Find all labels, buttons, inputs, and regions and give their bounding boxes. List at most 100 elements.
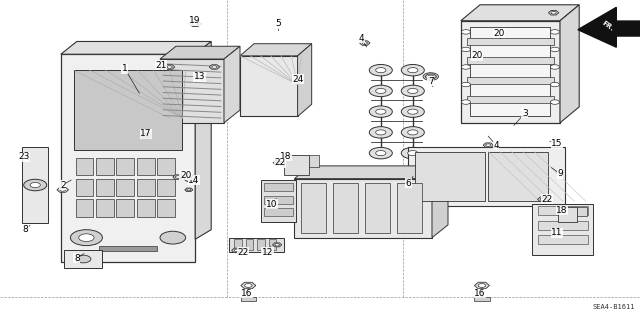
- Text: 10: 10: [266, 200, 278, 209]
- Text: 23: 23: [19, 152, 30, 161]
- Polygon shape: [57, 187, 68, 192]
- Text: 21: 21: [156, 61, 167, 70]
- Circle shape: [401, 85, 424, 97]
- Bar: [284, 155, 309, 175]
- Circle shape: [551, 11, 556, 14]
- Text: 16: 16: [241, 289, 252, 298]
- Text: 18: 18: [556, 206, 568, 215]
- Bar: [240, 56, 298, 116]
- Circle shape: [428, 75, 434, 78]
- Circle shape: [423, 73, 438, 80]
- Polygon shape: [360, 41, 370, 45]
- Polygon shape: [432, 166, 448, 238]
- Text: FR.: FR.: [601, 20, 615, 33]
- Circle shape: [362, 42, 367, 44]
- Circle shape: [143, 134, 148, 137]
- Bar: [577, 207, 587, 216]
- Circle shape: [550, 47, 559, 52]
- Circle shape: [30, 182, 40, 188]
- Circle shape: [401, 147, 424, 159]
- Bar: [538, 206, 588, 215]
- Bar: [470, 27, 550, 116]
- Bar: [301, 183, 326, 233]
- Text: 7: 7: [428, 77, 433, 86]
- Bar: [269, 239, 276, 250]
- Bar: [157, 158, 175, 175]
- Circle shape: [461, 82, 470, 87]
- Bar: [96, 158, 114, 175]
- Text: 12: 12: [262, 248, 273, 256]
- Circle shape: [212, 66, 217, 68]
- Circle shape: [401, 64, 424, 76]
- Polygon shape: [425, 74, 436, 79]
- Circle shape: [167, 66, 172, 68]
- Bar: [157, 199, 175, 217]
- Bar: [532, 204, 593, 255]
- Bar: [294, 179, 432, 238]
- Polygon shape: [240, 44, 312, 56]
- Text: 5: 5: [276, 19, 281, 28]
- Bar: [137, 199, 155, 217]
- Bar: [488, 152, 548, 201]
- Circle shape: [408, 109, 418, 114]
- Polygon shape: [61, 54, 195, 262]
- Text: 17: 17: [140, 130, 152, 138]
- Bar: [229, 238, 284, 252]
- Polygon shape: [294, 166, 448, 179]
- Bar: [467, 77, 554, 84]
- Text: 8: 8: [23, 225, 28, 234]
- Polygon shape: [483, 143, 493, 147]
- Text: 9: 9: [557, 169, 563, 178]
- Circle shape: [461, 100, 470, 104]
- Bar: [558, 207, 577, 222]
- Bar: [309, 155, 319, 167]
- Bar: [116, 199, 134, 217]
- Bar: [64, 250, 102, 268]
- Circle shape: [70, 230, 102, 246]
- Text: 20: 20: [180, 171, 191, 180]
- Bar: [76, 179, 93, 196]
- Bar: [461, 21, 560, 123]
- Circle shape: [376, 109, 386, 114]
- Bar: [264, 208, 293, 216]
- Bar: [96, 199, 114, 217]
- Bar: [137, 179, 155, 196]
- Text: 13: 13: [194, 72, 205, 81]
- Circle shape: [408, 68, 418, 73]
- Text: 15: 15: [551, 139, 563, 148]
- Circle shape: [192, 23, 198, 26]
- Bar: [397, 183, 422, 233]
- Circle shape: [540, 198, 545, 201]
- Text: SEA4-B1611: SEA4-B1611: [593, 304, 635, 310]
- Text: 20: 20: [471, 51, 483, 60]
- Circle shape: [461, 30, 470, 34]
- Bar: [538, 235, 588, 244]
- Polygon shape: [195, 41, 211, 239]
- Bar: [264, 183, 293, 191]
- Text: 24: 24: [292, 75, 303, 84]
- Circle shape: [234, 249, 239, 252]
- Bar: [246, 239, 253, 250]
- Polygon shape: [160, 46, 240, 59]
- Circle shape: [478, 284, 486, 287]
- Polygon shape: [189, 21, 201, 26]
- Circle shape: [376, 88, 386, 93]
- Polygon shape: [548, 11, 559, 15]
- Polygon shape: [164, 65, 175, 69]
- Text: 11: 11: [551, 228, 563, 237]
- Text: 20: 20: [493, 29, 505, 38]
- Circle shape: [461, 65, 470, 69]
- Circle shape: [369, 147, 392, 159]
- Polygon shape: [474, 282, 490, 289]
- Circle shape: [550, 30, 559, 34]
- Bar: [333, 183, 358, 233]
- Polygon shape: [461, 5, 579, 21]
- Polygon shape: [22, 147, 48, 223]
- Bar: [76, 158, 93, 175]
- Circle shape: [369, 85, 392, 97]
- Circle shape: [376, 130, 386, 135]
- Text: 22: 22: [541, 195, 553, 204]
- Polygon shape: [273, 160, 284, 165]
- Text: 2: 2: [60, 181, 65, 189]
- Bar: [365, 183, 390, 233]
